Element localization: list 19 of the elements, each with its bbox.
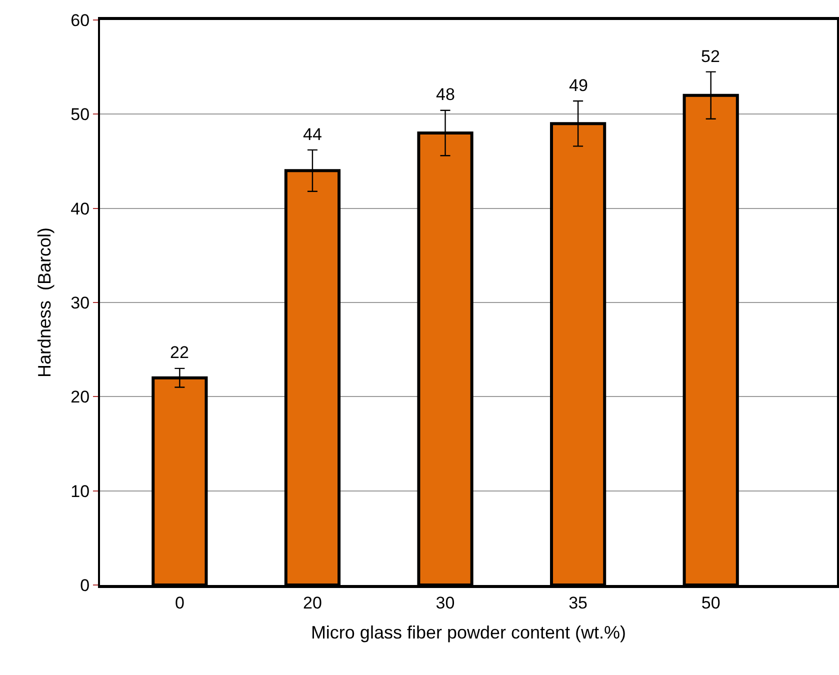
x-tick-label: 50 — [701, 593, 720, 612]
y-tick-label: 50 — [70, 105, 90, 124]
y-tick-label: 40 — [70, 199, 90, 218]
x-tick-label: 30 — [436, 593, 455, 612]
y-tick-label: 60 — [70, 10, 90, 30]
data-label: 52 — [701, 47, 720, 66]
y-tick-label: 30 — [70, 293, 90, 312]
x-tick-label: 35 — [568, 593, 588, 612]
data-label: 48 — [436, 85, 455, 104]
x-axis-title: Micro glass fiber powder content (wt.%) — [310, 622, 626, 642]
x-tick-label: 0 — [174, 593, 184, 612]
y-axis-title: Hardness (Barcol) — [34, 227, 54, 378]
data-label: 22 — [170, 343, 189, 362]
data-label: 49 — [569, 76, 588, 95]
data-label: 44 — [303, 125, 322, 144]
y-tick-label: 20 — [70, 388, 90, 407]
x-tick-label: 20 — [303, 593, 322, 612]
y-tick-label: 0 — [80, 576, 90, 595]
y-tick-label: 10 — [70, 482, 90, 501]
